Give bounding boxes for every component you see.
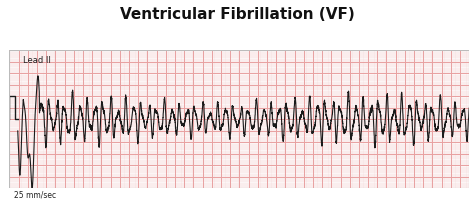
Text: Lead II: Lead II [23, 56, 51, 65]
Bar [9, 50, 469, 188]
Text: Ventricular Fibrillation (VF): Ventricular Fibrillation (VF) [119, 7, 355, 21]
Text: 25 mm/sec: 25 mm/sec [14, 190, 56, 199]
